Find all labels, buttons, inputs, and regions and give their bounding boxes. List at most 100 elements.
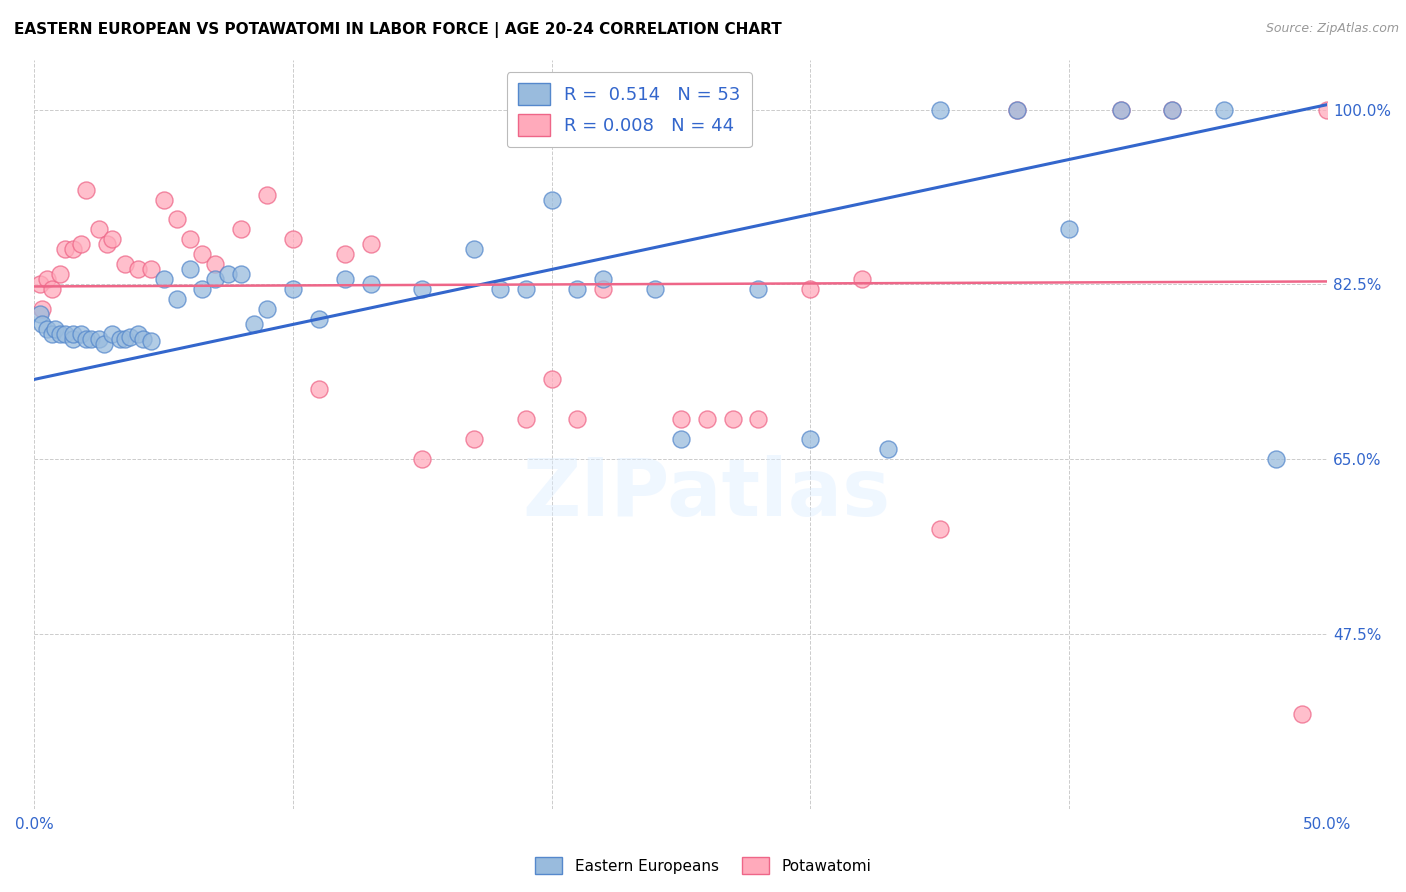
Point xyxy=(75,182,97,196)
Point xyxy=(360,237,382,252)
Point xyxy=(1316,103,1339,117)
Point xyxy=(411,282,433,296)
Point xyxy=(515,282,537,296)
Point xyxy=(1213,103,1236,117)
Point xyxy=(87,332,110,346)
Point xyxy=(360,277,382,292)
Point xyxy=(166,212,188,227)
Point xyxy=(1005,103,1028,117)
Point xyxy=(669,412,692,426)
Point xyxy=(567,412,589,426)
Point xyxy=(799,282,821,296)
Point xyxy=(669,433,692,447)
Point xyxy=(191,247,214,261)
Text: Source: ZipAtlas.com: Source: ZipAtlas.com xyxy=(1265,22,1399,36)
Point xyxy=(256,187,278,202)
Point xyxy=(463,243,485,257)
Point xyxy=(696,412,718,426)
Point xyxy=(281,232,304,246)
Point xyxy=(592,272,614,286)
Point xyxy=(114,257,136,271)
Point xyxy=(179,262,201,277)
Point xyxy=(217,268,239,282)
Point xyxy=(747,412,769,426)
Point xyxy=(139,334,162,349)
Point xyxy=(179,232,201,246)
Point xyxy=(28,277,51,292)
Point xyxy=(281,282,304,296)
Point xyxy=(132,332,155,346)
Point xyxy=(114,332,136,346)
Point xyxy=(96,237,118,252)
Point xyxy=(191,282,214,296)
Point xyxy=(44,322,66,336)
Point xyxy=(108,332,131,346)
Point xyxy=(592,282,614,296)
Point xyxy=(204,272,226,286)
Point xyxy=(31,318,53,332)
Point xyxy=(567,282,589,296)
Point xyxy=(127,262,149,277)
Point xyxy=(152,272,174,286)
Point xyxy=(120,330,142,344)
Point xyxy=(37,322,59,336)
Point xyxy=(799,433,821,447)
Point xyxy=(1161,103,1184,117)
Legend: R =  0.514   N = 53, R = 0.008   N = 44: R = 0.514 N = 53, R = 0.008 N = 44 xyxy=(506,72,752,147)
Point xyxy=(49,327,72,342)
Point xyxy=(1264,452,1286,467)
Point xyxy=(243,318,266,332)
Point xyxy=(49,268,72,282)
Point xyxy=(256,302,278,317)
Point xyxy=(463,433,485,447)
Point xyxy=(62,332,84,346)
Point xyxy=(101,232,124,246)
Point xyxy=(41,327,63,342)
Point xyxy=(851,272,873,286)
Point xyxy=(41,282,63,296)
Point xyxy=(540,372,562,386)
Point xyxy=(1291,707,1313,722)
Point xyxy=(70,327,93,342)
Legend: Eastern Europeans, Potawatomi: Eastern Europeans, Potawatomi xyxy=(529,851,877,880)
Point xyxy=(721,412,744,426)
Point xyxy=(1161,103,1184,117)
Point xyxy=(127,327,149,342)
Text: EASTERN EUROPEAN VS POTAWATOMI IN LABOR FORCE | AGE 20-24 CORRELATION CHART: EASTERN EUROPEAN VS POTAWATOMI IN LABOR … xyxy=(14,22,782,38)
Point xyxy=(87,222,110,236)
Point xyxy=(333,247,356,261)
Point xyxy=(231,268,253,282)
Point xyxy=(644,282,666,296)
Point xyxy=(540,193,562,207)
Point xyxy=(166,293,188,307)
Point xyxy=(70,237,93,252)
Point xyxy=(489,282,512,296)
Point xyxy=(31,302,53,317)
Point xyxy=(308,312,330,326)
Point xyxy=(204,257,226,271)
Point xyxy=(1005,103,1028,117)
Point xyxy=(37,272,59,286)
Point xyxy=(928,522,950,536)
Point xyxy=(308,383,330,397)
Point xyxy=(139,262,162,277)
Point xyxy=(333,272,356,286)
Point xyxy=(28,307,51,321)
Point xyxy=(411,452,433,467)
Point xyxy=(62,243,84,257)
Point xyxy=(747,282,769,296)
Point xyxy=(231,222,253,236)
Point xyxy=(62,327,84,342)
Point xyxy=(75,332,97,346)
Point xyxy=(152,193,174,207)
Point xyxy=(928,103,950,117)
Point xyxy=(1057,222,1080,236)
Point xyxy=(101,327,124,342)
Point xyxy=(93,337,115,351)
Text: ZIPatlas: ZIPatlas xyxy=(523,455,891,533)
Point xyxy=(876,442,898,457)
Point xyxy=(1109,103,1132,117)
Point xyxy=(55,327,77,342)
Point xyxy=(515,412,537,426)
Point xyxy=(55,243,77,257)
